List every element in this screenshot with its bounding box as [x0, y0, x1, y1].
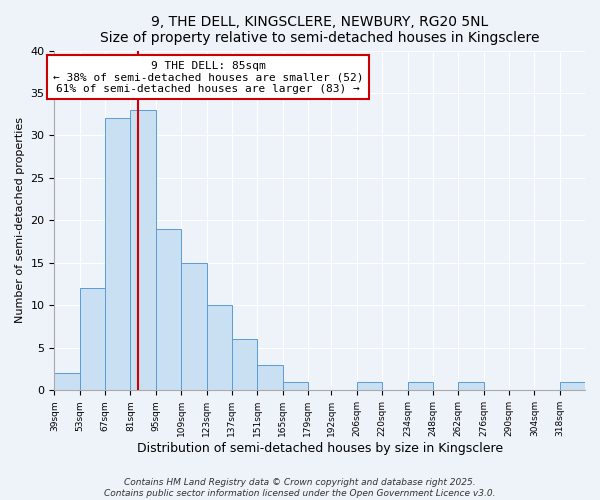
Bar [130, 110, 156, 390]
Bar [181, 263, 206, 390]
X-axis label: Distribution of semi-detached houses by size in Kingsclere: Distribution of semi-detached houses by … [137, 442, 503, 455]
Text: Contains HM Land Registry data © Crown copyright and database right 2025.
Contai: Contains HM Land Registry data © Crown c… [104, 478, 496, 498]
Bar [283, 382, 308, 390]
Bar [407, 382, 433, 390]
Bar [458, 382, 484, 390]
Title: 9, THE DELL, KINGSCLERE, NEWBURY, RG20 5NL
Size of property relative to semi-det: 9, THE DELL, KINGSCLERE, NEWBURY, RG20 5… [100, 15, 539, 45]
Text: 9 THE DELL: 85sqm
← 38% of semi-detached houses are smaller (52)
61% of semi-det: 9 THE DELL: 85sqm ← 38% of semi-detached… [53, 60, 364, 94]
Bar [560, 382, 585, 390]
Bar [55, 374, 80, 390]
Bar [206, 306, 232, 390]
Bar [357, 382, 382, 390]
Y-axis label: Number of semi-detached properties: Number of semi-detached properties [15, 118, 25, 324]
Bar [232, 340, 257, 390]
Bar [257, 365, 283, 390]
Bar [80, 288, 105, 390]
Bar [156, 229, 181, 390]
Bar [105, 118, 130, 390]
